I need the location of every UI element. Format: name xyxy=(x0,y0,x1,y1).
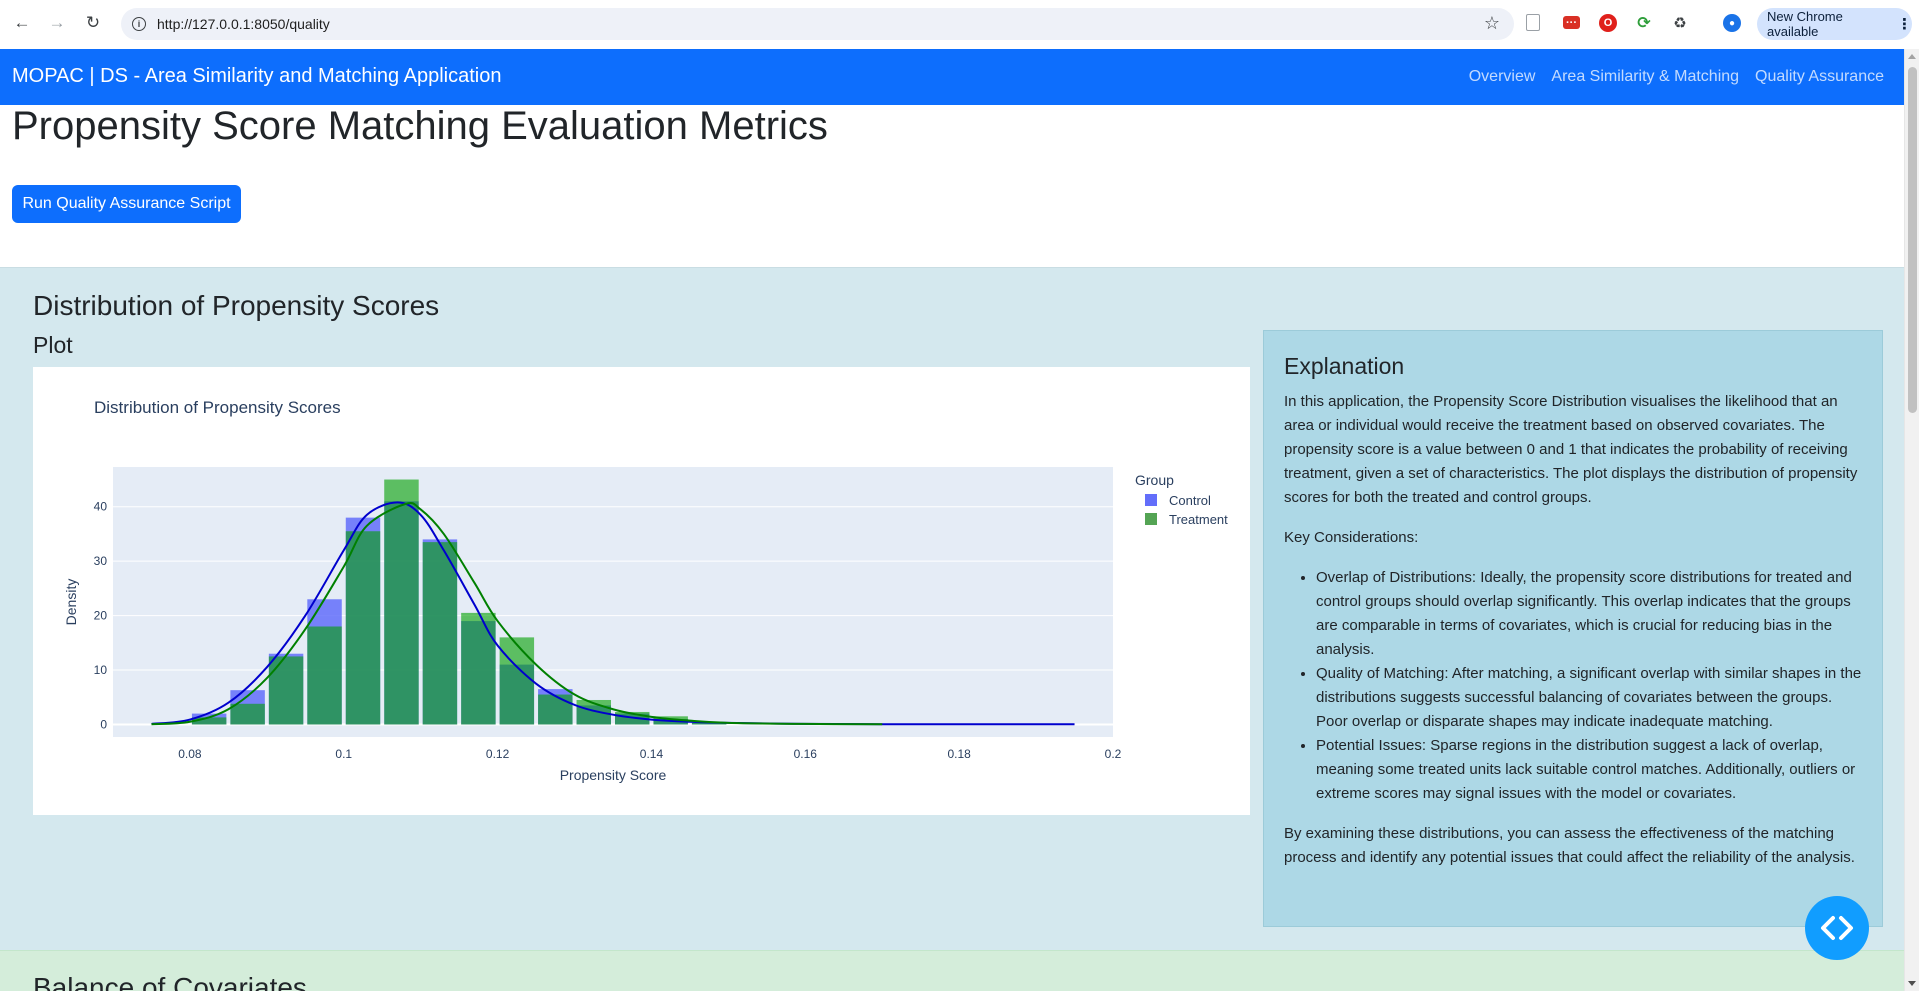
x-tick-label: 0.2 xyxy=(1105,747,1122,761)
reload-icon[interactable]: ↻ xyxy=(85,13,101,32)
explanation-conclusion: By examining these distributions, you ca… xyxy=(1284,825,1855,866)
y-tick-label: 10 xyxy=(94,663,108,677)
scroll-down-icon[interactable] xyxy=(1908,981,1916,986)
page-title: Propensity Score Matching Evaluation Met… xyxy=(12,104,828,148)
section-title: Distribution of Propensity Scores xyxy=(33,290,440,321)
x-tick-label: 0.18 xyxy=(947,747,971,761)
opera-extension-icon[interactable]: O xyxy=(1599,14,1617,32)
consideration-overlap: Overlap of Distributions: Ideally, the p… xyxy=(1316,566,1862,662)
explanation-intro: In this application, the Propensity Scor… xyxy=(1284,393,1858,506)
y-tick-label: 20 xyxy=(94,609,108,623)
scrollbar-thumb[interactable] xyxy=(1908,67,1917,413)
treatment-bar xyxy=(307,626,342,725)
nav-link-overview[interactable]: Overview xyxy=(1468,68,1536,85)
legend-title: Group xyxy=(1135,472,1174,488)
treatment-bar xyxy=(691,722,727,725)
new-chrome-label: New Chrome available xyxy=(1767,9,1843,39)
key-considerations-heading: Key Considerations: xyxy=(1284,529,1419,546)
chrome-menu-icon[interactable]: ⋮ xyxy=(1897,16,1912,33)
x-tick-label: 0.12 xyxy=(486,747,510,761)
chart-title: Distribution of Propensity Scores xyxy=(94,398,341,417)
legend-swatch-control[interactable] xyxy=(1145,494,1157,506)
treatment-bar xyxy=(461,612,496,725)
balance-section-title: Balance of Covariates xyxy=(33,972,307,991)
bookmark-star-icon[interactable]: ☆ xyxy=(1483,13,1500,33)
explanation-card: Explanation In this application, the Pro… xyxy=(1263,330,1883,927)
x-axis-label: Propensity Score xyxy=(560,767,667,783)
consideration-matching-quality: Quality of Matching: After matching, a s… xyxy=(1316,662,1862,734)
back-icon[interactable]: ← xyxy=(13,13,31,32)
profile-avatar-icon[interactable]: ● xyxy=(1723,14,1741,32)
code-brackets-icon xyxy=(1821,916,1853,940)
treatment-density-curve xyxy=(151,502,883,726)
legend-swatch-treatment[interactable] xyxy=(1145,513,1157,525)
page-scrollbar[interactable] xyxy=(1904,49,1919,991)
y-tick-label: 40 xyxy=(94,500,108,514)
treatment-bar xyxy=(422,542,458,725)
nav-links: Overview Area Similarity & Matching Qual… xyxy=(1453,68,1884,86)
treatment-bar xyxy=(538,694,573,725)
brand-title[interactable]: MOPAC | DS - Area Similarity and Matchin… xyxy=(12,65,502,87)
x-tick-label: 0.14 xyxy=(640,747,664,761)
forward-icon[interactable]: → xyxy=(48,13,66,32)
url-text[interactable]: http://127.0.0.1:8050/quality xyxy=(157,16,330,32)
x-tick-label: 0.16 xyxy=(794,747,818,761)
browser-toolbar: ← → ↻ i http://127.0.0.1:8050/quality ☆ … xyxy=(0,0,1919,50)
treatment-bar xyxy=(230,703,265,725)
nav-link-quality-assurance[interactable]: Quality Assurance xyxy=(1755,68,1884,85)
consideration-potential-issues: Potential Issues: Sparse regions in the … xyxy=(1316,734,1862,806)
treatment-bar xyxy=(191,717,227,725)
treatment-bar xyxy=(499,637,535,725)
x-tick-label: 0.1 xyxy=(335,747,352,761)
treatment-bar xyxy=(345,531,381,725)
distribution-section: Distribution of Propensity Scores Plot D… xyxy=(0,267,1904,950)
propensity-chart[interactable]: Distribution of Propensity Scores 0.08 0.… xyxy=(33,367,1250,815)
y-axis-ticks: 0 10 20 30 40 xyxy=(94,500,108,732)
y-axis-label: Density xyxy=(63,579,79,626)
treatment-bar xyxy=(384,479,419,725)
legend-label-treatment[interactable]: Treatment xyxy=(1169,512,1228,527)
sync-extension-icon[interactable]: ⟳ xyxy=(1635,14,1653,32)
y-tick-label: 30 xyxy=(94,554,108,568)
key-considerations-list: Overlap of Distributions: Ideally, the p… xyxy=(1284,566,1862,806)
app-navbar: MOPAC | DS - Area Similarity and Matchin… xyxy=(0,49,1904,105)
legend-label-control[interactable]: Control xyxy=(1169,493,1211,508)
scroll-up-icon[interactable] xyxy=(1908,54,1916,59)
legend[interactable]: Group Control Treatment xyxy=(1135,472,1228,527)
document-extension-icon[interactable] xyxy=(1526,14,1540,31)
puzzle-extensions-icon[interactable]: ♻ xyxy=(1671,14,1689,32)
adblock-extension-icon[interactable]: ··· xyxy=(1563,16,1580,29)
treatment-bar xyxy=(268,656,304,725)
run-quality-assurance-button[interactable]: Run Quality Assurance Script xyxy=(12,185,241,223)
x-axis-ticks: 0.08 0.1 0.12 0.14 0.16 0.18 0.2 xyxy=(178,747,1121,761)
x-tick-label: 0.08 xyxy=(178,747,202,761)
explanation-title: Explanation xyxy=(1284,353,1405,379)
site-info-icon[interactable]: i xyxy=(132,17,146,31)
debug-toggle-button[interactable] xyxy=(1805,896,1869,960)
address-bar[interactable]: i http://127.0.0.1:8050/quality ☆ xyxy=(121,8,1514,40)
balance-section: Balance of Covariates xyxy=(0,950,1904,991)
y-tick-label: 0 xyxy=(100,717,107,731)
plot-card[interactable]: Distribution of Propensity Scores 0.08 0.… xyxy=(33,367,1250,815)
new-chrome-available-button[interactable]: New Chrome available ⋮ xyxy=(1757,8,1912,40)
plot-heading: Plot xyxy=(33,332,73,358)
nav-link-area-similarity[interactable]: Area Similarity & Matching xyxy=(1551,68,1740,85)
density-curves xyxy=(151,501,1075,726)
